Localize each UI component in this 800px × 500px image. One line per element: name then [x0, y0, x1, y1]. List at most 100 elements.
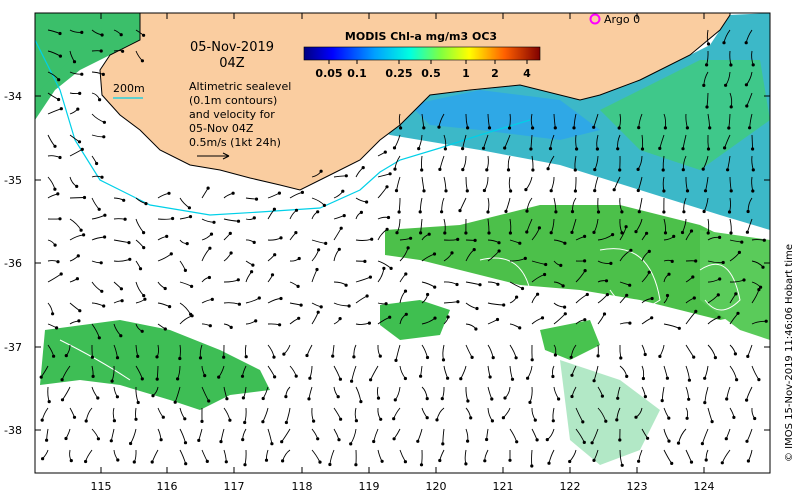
velocity-arrow-head — [464, 231, 468, 235]
velocity-arrow-head — [533, 418, 537, 422]
velocity-arrow-head — [187, 206, 191, 210]
velocity-arrow — [69, 197, 85, 199]
velocity-arrow-head — [60, 378, 64, 382]
velocity-arrow-head — [403, 289, 408, 293]
velocity-arrow-head — [75, 277, 79, 281]
velocity-arrows — [39, 29, 768, 468]
velocity-arrow-head — [300, 190, 304, 194]
sealevel-contour — [699, 263, 741, 311]
velocity-arrow-head — [473, 238, 477, 242]
velocity-arrow-head — [514, 356, 518, 360]
velocity-arrow-head — [745, 398, 749, 402]
velocity-arrow-head — [112, 419, 116, 423]
velocity-arrow-head — [99, 49, 103, 53]
velocity-arrow-head — [337, 438, 341, 442]
velocity-arrow-head — [380, 459, 384, 463]
velocity-arrow-head — [57, 78, 61, 82]
velocity-arrow-head — [229, 325, 233, 329]
velocity-arrow-head — [176, 377, 180, 381]
velocity-arrow-head — [384, 302, 388, 306]
velocity-arrow-head — [724, 437, 728, 441]
velocity-arrow-head — [616, 147, 620, 151]
velocity-arrow-head — [618, 438, 622, 442]
velocity-arrow-head — [427, 232, 431, 236]
velocity-arrow-head — [363, 259, 367, 263]
velocity-arrow-head — [197, 438, 201, 442]
sealevel-contour — [479, 257, 531, 294]
y-axis: -34 -35 -36 -37 -38 — [4, 90, 770, 437]
velocity-arrow-head — [336, 395, 340, 399]
velocity-arrow-head — [443, 147, 447, 151]
velocity-arrow — [395, 344, 401, 361]
velocity-arrow-head — [236, 219, 241, 223]
velocity-arrow-head — [735, 378, 739, 382]
velocity-arrow-head — [352, 355, 356, 359]
velocity-arrow-head — [120, 299, 124, 303]
description-line: 05-Nov 04Z — [189, 122, 254, 135]
velocity-arrow-head — [129, 441, 133, 446]
velocity-arrow-head — [491, 356, 495, 360]
velocity-arrow-head — [367, 321, 371, 325]
velocity-arrow-head — [82, 195, 87, 200]
velocity-arrow-head — [207, 399, 211, 403]
velocity-arrow-head — [272, 355, 276, 359]
description-line: (0.1m contours) — [189, 94, 277, 107]
velocity-arrow-head — [624, 225, 628, 229]
velocity-arrow-head — [737, 250, 742, 254]
velocity-arrow-head — [496, 282, 500, 286]
velocity-arrow-head — [361, 166, 365, 170]
velocity-arrow-head — [450, 251, 454, 255]
velocity-arrow-head — [59, 272, 63, 276]
velocity-arrow-head — [324, 241, 328, 245]
velocity-arrow-head — [435, 418, 439, 422]
velocity-arrow-head — [531, 168, 535, 172]
velocity-arrow-head — [60, 398, 65, 402]
velocity-arrow-head — [485, 168, 489, 172]
velocity-arrow-head — [241, 396, 245, 400]
velocity-arrow-head — [385, 185, 389, 189]
velocity-arrow-head — [510, 377, 515, 381]
velocity-arrow-head — [554, 210, 558, 214]
velocity-arrow-head — [459, 377, 463, 381]
velocity-arrow-head — [662, 189, 666, 193]
velocity-arrow-head — [705, 63, 709, 67]
velocity-arrow-head — [718, 235, 722, 239]
velocity-arrow-head — [127, 241, 131, 245]
colorbar-tick-label: 1 — [462, 67, 470, 80]
velocity-arrow-head — [526, 376, 530, 380]
velocity-arrow-head — [465, 189, 469, 193]
velocity-arrow-head — [100, 175, 104, 179]
velocity-arrow-head — [620, 210, 624, 214]
velocity-arrow-head — [338, 317, 342, 321]
velocity-arrow-head — [762, 238, 766, 242]
velocity-arrow-head — [490, 419, 494, 423]
velocity-arrow-head — [58, 31, 62, 36]
velocity-arrow-head — [337, 247, 341, 251]
velocity-arrow-head — [128, 257, 132, 261]
velocity-arrow-head — [637, 459, 641, 463]
velocity-arrow-head — [419, 463, 424, 467]
velocity-arrow-head — [404, 312, 408, 316]
velocity-arrow-head — [751, 63, 755, 67]
velocity-arrow-head — [376, 396, 381, 400]
velocity-arrow-head — [341, 189, 345, 193]
velocity-arrow-head — [121, 49, 125, 53]
velocity-arrow-head — [319, 305, 323, 309]
velocity-arrow-head — [497, 249, 501, 253]
velocity-arrow-head — [224, 460, 228, 464]
velocity-arrow-head — [444, 189, 448, 193]
velocity-arrow-head — [72, 60, 77, 64]
velocity-arrow-head — [761, 265, 765, 269]
velocity-arrow-head — [744, 83, 749, 87]
velocity-arrow-head — [592, 230, 596, 234]
velocity-arrow-head — [667, 416, 671, 420]
velocity-arrow-head — [724, 83, 728, 87]
scale-arrow — [197, 152, 230, 160]
velocity-arrow-head — [670, 259, 674, 263]
velocity-arrow-head — [200, 419, 204, 423]
map-date-title: 05-Nov-2019 — [190, 40, 274, 55]
velocity-arrow-head — [252, 216, 256, 220]
velocity-arrow-head — [726, 168, 730, 172]
y-tick-label: -34 — [4, 90, 22, 103]
velocity-arrow-head — [751, 168, 755, 172]
